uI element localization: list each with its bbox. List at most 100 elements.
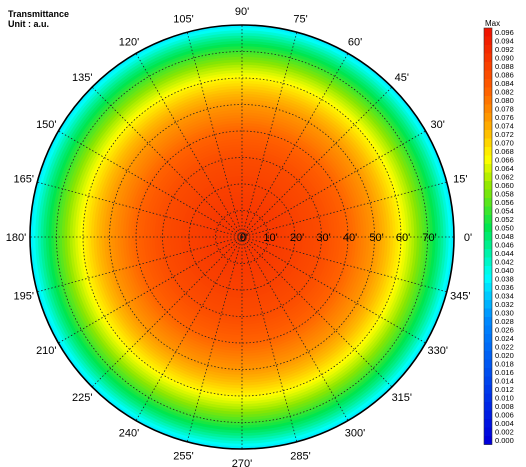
angle-tick-label: 210' (36, 345, 56, 357)
colorbar-swatch (484, 206, 492, 216)
angular-grid-line (58, 130, 243, 238)
colorbar-tick-label: 0.082 (495, 88, 514, 97)
angular-grid-line (91, 236, 243, 388)
colorbar-swatch (484, 62, 492, 71)
colorbar-tick-label: 0.072 (495, 130, 514, 139)
colorbar-tick-label: 0.090 (495, 54, 514, 63)
colorbar-swatch (484, 189, 492, 199)
colorbar-swatch (484, 283, 492, 292)
angle-tick-label: 285' (290, 450, 310, 462)
colorbar-tick-label: 0.070 (495, 139, 514, 148)
angle-tick-label: 60' (348, 36, 362, 48)
radial-tick-label: 10' (263, 232, 277, 244)
colorbar-legend: Max 0.0960.0940.0920.0900.0880.0860.0840… (483, 19, 514, 445)
colorbar-swatch (484, 342, 492, 352)
colorbar-tick-label: 0.062 (495, 173, 514, 182)
colorbar-tick-label: 0.066 (495, 156, 514, 165)
colorbar-swatch (484, 28, 492, 37)
angle-tick-label: 270' (232, 458, 252, 467)
colorbar-frame (483, 27, 493, 445)
colorbar-swatch (484, 164, 492, 173)
colorbar-swatch (484, 70, 492, 80)
colorbar-swatch (484, 308, 492, 318)
radial-tick-label: 20' (290, 232, 304, 244)
angle-tick-label: 45' (395, 72, 409, 84)
angular-grid-line (241, 236, 349, 421)
angular-grid-line (186, 236, 243, 442)
radial-grid-circle (109, 104, 375, 370)
colorbar-tick-label: 0.056 (495, 198, 514, 207)
colorbar-swatch (484, 419, 492, 428)
radial-tick-label: 60' (396, 232, 410, 244)
angular-grid-line (241, 236, 393, 388)
colorbar-tick-label: 0.086 (495, 71, 514, 80)
colorbar-swatch (484, 172, 492, 182)
polar-outline (29, 24, 455, 450)
colorbar-swatch (484, 274, 492, 284)
angle-labels: 0' 15' 30' 45' 60' 75' 90' 105' 120' 135' 150' 165'… (6, 6, 472, 467)
angle-tick-label: 0' (464, 232, 472, 244)
chart-title: Transmittance (8, 9, 70, 19)
colorbar-tick-label: 0.092 (495, 45, 514, 54)
colorbar-swatch (484, 130, 492, 139)
colorbar-swatch (484, 376, 492, 386)
angle-tick-label: 300' (345, 428, 365, 440)
colorbar-tick-label: 0.046 (495, 241, 514, 250)
angular-grid-line (37, 181, 243, 238)
angular-grid-line (241, 236, 426, 344)
colorbar-tick-label: 0.094 (495, 37, 514, 46)
colorbar-tick-label: 0.004 (495, 419, 514, 428)
angle-tick-label: 15' (453, 174, 467, 186)
colorbar-swatch (484, 79, 492, 88)
colorbar-tick-label: 0.058 (495, 190, 514, 199)
angular-grid-line (241, 236, 298, 442)
angle-tick-label: 225' (72, 392, 92, 404)
angle-tick-label: 345' (450, 291, 470, 303)
angular-grid-line (241, 236, 447, 293)
colorbar-swatch (484, 368, 492, 377)
colorbar-tick-label: 0.028 (495, 317, 514, 326)
colorbar-tick-label: 0.074 (495, 122, 514, 131)
angular-grid-line (58, 236, 243, 344)
radial-tick-label: 40' (343, 232, 357, 244)
colorbar-tick-label: 0.050 (495, 224, 514, 233)
colorbar-swatch (484, 138, 492, 148)
colorbar-tick-label: 0.002 (495, 428, 514, 437)
colorbar-tick-label: 0.010 (495, 394, 514, 403)
angle-tick-label: 30' (431, 119, 445, 131)
colorbar-tick-label: 0.018 (495, 360, 514, 369)
colorbar-swatch (484, 334, 492, 343)
colorbar-tick-label: 0.076 (495, 113, 514, 122)
angular-grid-line (241, 53, 349, 238)
radial-grid-circle (215, 210, 269, 264)
colorbar-swatch (484, 436, 492, 445)
radial-tick-label: 70' (422, 232, 436, 244)
colorbar-tick-label: 0.016 (495, 368, 514, 377)
angular-grid-line (135, 236, 243, 421)
angular-grid-line (37, 236, 243, 293)
colorbar-tick-label: 0.036 (495, 283, 514, 292)
angle-tick-label: 105' (173, 14, 193, 26)
colorbar-swatch (484, 240, 492, 250)
chart-title-block: Transmittance Unit : a.u. (8, 9, 69, 29)
angular-grid-line (186, 32, 243, 238)
angle-tick-label: 150' (36, 119, 56, 131)
colorbar-tick-label: 0.008 (495, 402, 514, 411)
colorbar-swatch (484, 155, 492, 165)
colorbar-swatch (484, 121, 492, 131)
angle-tick-label: 135' (72, 72, 92, 84)
chart-unit-label: Unit : a.u. (8, 19, 49, 29)
polar-grid (30, 25, 454, 449)
colorbar-swatch (484, 87, 492, 97)
colorbar-tick-label: 0.000 (495, 436, 514, 445)
colorbar-swatch (484, 232, 492, 241)
colorbar-tick-label: 0.032 (495, 300, 514, 309)
colorbar-swatch (484, 104, 492, 114)
colorbar-tick-label: 0.020 (495, 351, 514, 360)
colorbar-swatch (484, 249, 492, 258)
colorbar-swatch (484, 147, 492, 156)
colorbar-swatch (484, 36, 492, 46)
colorbar-swatch (484, 317, 492, 326)
colorbar-tick-label: 0.024 (495, 334, 514, 343)
colorbar-tick-label: 0.088 (495, 62, 514, 71)
